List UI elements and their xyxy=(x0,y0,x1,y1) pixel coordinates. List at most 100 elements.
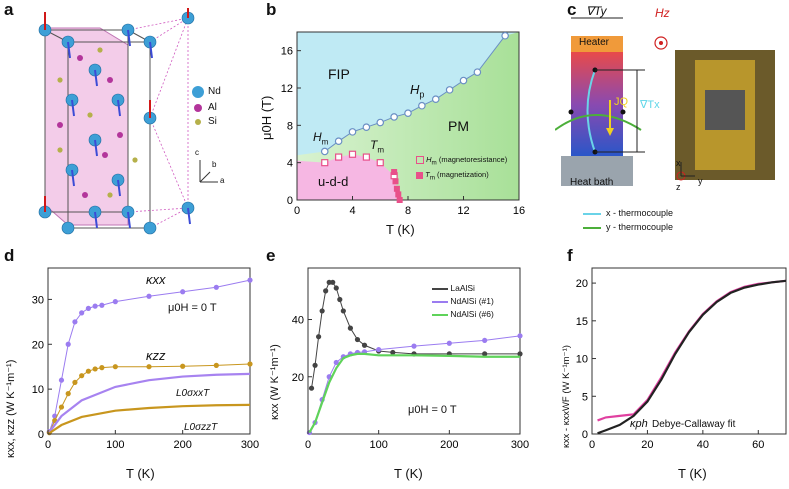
series-point xyxy=(146,364,152,370)
y-tick-label: 20 xyxy=(292,372,304,384)
heat-current-arrow xyxy=(606,128,614,136)
panel-label-c: c xyxy=(567,0,577,19)
spin-arrows xyxy=(44,8,191,229)
legend-ndalsi-1: NdAlSi (#1) xyxy=(432,296,494,306)
setup-schematic xyxy=(555,17,775,229)
series-point xyxy=(319,308,325,314)
series-point xyxy=(213,284,219,290)
hp-point xyxy=(445,86,454,94)
tm-point xyxy=(391,169,398,175)
x-tick-label: 0 xyxy=(305,439,311,451)
series-line xyxy=(48,279,251,432)
legend-al-label: Al xyxy=(208,102,217,113)
d-ylabel: κxx, κzz (W K⁻¹m⁻¹) xyxy=(5,359,17,458)
series-point xyxy=(333,285,339,291)
y-tick-label: 40 xyxy=(292,315,304,327)
b-xlabel: T (K) xyxy=(386,222,415,237)
axis-y-label: y xyxy=(698,176,703,186)
kxx-label: κxx xyxy=(146,272,166,287)
series-line xyxy=(597,279,787,435)
axis-c-label: c xyxy=(195,148,199,157)
y-tick-label: 16 xyxy=(281,46,293,58)
b-ylabel: μ0H (T) xyxy=(259,95,274,140)
heater-block xyxy=(571,36,623,52)
series-point xyxy=(376,346,382,353)
e-field-label: μ0H = 0 T xyxy=(408,404,457,416)
kappa-plot-e: 0 100 200 300 20 40 xyxy=(292,267,529,451)
series-point xyxy=(323,288,329,294)
x-tick-label: 40 xyxy=(697,439,709,451)
axis-a-label: a xyxy=(220,176,225,185)
series-point xyxy=(517,333,523,339)
x-tick-label: 200 xyxy=(440,439,458,451)
x-tick-label: 200 xyxy=(173,439,191,451)
tm-point xyxy=(393,185,400,192)
series-line xyxy=(308,335,521,433)
heat-bath-block xyxy=(561,156,633,186)
x-tick-label: 0 xyxy=(589,439,595,451)
hp-point xyxy=(348,128,357,136)
series-point xyxy=(180,289,186,295)
hp-label: Hp xyxy=(410,82,425,100)
series-point xyxy=(333,359,339,366)
series-point xyxy=(213,362,219,368)
legend-nd-marker xyxy=(192,86,204,98)
l0xx-label: L0σxxT xyxy=(176,388,210,399)
heat-bath-label: Heat bath xyxy=(570,177,614,188)
legend-lanalsi: LaAlSi xyxy=(432,283,475,293)
series-point xyxy=(99,365,105,371)
phase-diagram-plot: 0 4 8 12 16 0 4 8 12 16 xyxy=(281,31,525,217)
unit-cell-edges xyxy=(44,29,151,229)
x-tick-label: 4 xyxy=(349,205,355,217)
series-line xyxy=(308,352,520,434)
series-point xyxy=(482,337,488,344)
panel-label-b: b xyxy=(266,0,277,19)
series-point xyxy=(247,277,253,283)
neighbor-bonds xyxy=(127,17,189,229)
legend-si-label: Si xyxy=(208,116,217,127)
x-tick-label: 16 xyxy=(513,205,525,217)
series-point xyxy=(58,377,65,383)
f-ylabel: κxx - κxxWF (W K⁻¹m⁻¹) xyxy=(561,345,572,448)
panel-label-e: e xyxy=(266,246,276,265)
crystal-structure-figure xyxy=(38,8,218,235)
legend-ndalsi-6: NdAlSi (#6) xyxy=(432,309,494,319)
series-point xyxy=(99,302,105,308)
hp-point xyxy=(334,137,343,146)
kzz-label: κzz xyxy=(146,348,166,363)
x-tick-label: 100 xyxy=(369,439,387,451)
al-atoms xyxy=(57,55,123,198)
tm-point xyxy=(392,178,399,185)
x-tick-label: 300 xyxy=(241,439,259,451)
hp-point xyxy=(473,68,482,76)
kph-label: κph xyxy=(630,418,648,430)
crystal-axes-icon xyxy=(199,160,218,183)
legend-si-marker xyxy=(195,119,201,125)
series-point xyxy=(361,342,368,348)
series-point xyxy=(347,325,353,331)
x-tick-label: 20 xyxy=(641,439,653,451)
series-point xyxy=(482,351,488,357)
series-point xyxy=(85,305,91,311)
y-tick-label: 4 xyxy=(287,158,293,170)
e-xlabel: T (K) xyxy=(394,466,423,481)
hp-point xyxy=(376,118,385,127)
y-tick-label: 12 xyxy=(281,83,293,95)
panel-label-f: f xyxy=(567,246,573,265)
hm-point xyxy=(376,159,384,167)
hm-point xyxy=(321,159,329,167)
series-point xyxy=(72,379,78,386)
series-point xyxy=(79,310,85,316)
series-point xyxy=(112,299,118,305)
d-field-label: μ0H = 0 T xyxy=(168,302,217,314)
fit-label: Debye-Callaway fit xyxy=(652,419,736,430)
hp-point xyxy=(320,147,329,156)
series-line xyxy=(47,372,251,435)
series-point xyxy=(330,279,336,285)
hp-point xyxy=(501,31,509,40)
series-point xyxy=(85,368,91,374)
x-tick-label: 8 xyxy=(405,205,411,217)
series-point xyxy=(340,308,346,314)
series-point xyxy=(446,340,452,346)
udd-region-label: u-d-d xyxy=(318,174,349,189)
